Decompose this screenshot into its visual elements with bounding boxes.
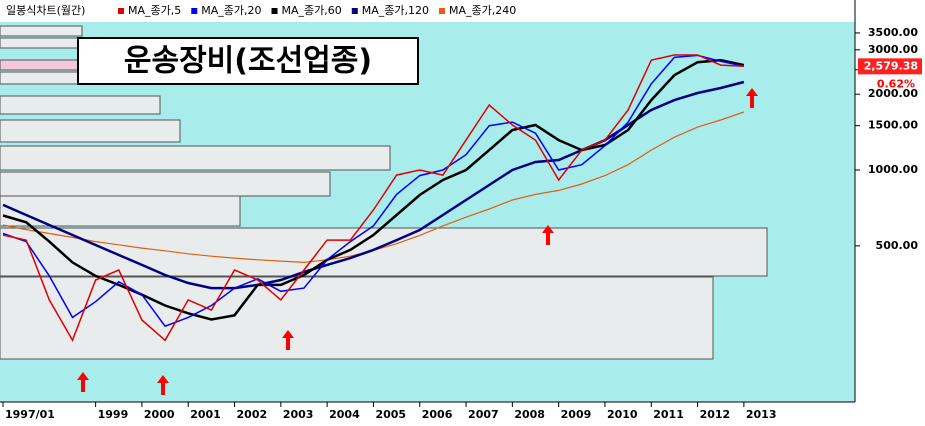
x-tick-label: 1997/01: [5, 408, 55, 421]
x-tick-label: 2009: [561, 408, 592, 421]
last-value-box: [858, 58, 922, 75]
profile-bar: [0, 25, 83, 37]
legend-title: 일봉식차트(월간): [6, 3, 85, 17]
title-box: [77, 37, 419, 85]
series-line: [2, 54, 744, 343]
legend: 일봉식차트(월간) MA_종가,5 MA_종가,20 MA_종가,60 MA_종가,12…: [6, 3, 516, 17]
profile-bar: [0, 171, 331, 197]
legend-bar: [0, 0, 855, 22]
x-tick-label: 2013: [746, 408, 777, 421]
legend-swatch: [271, 8, 278, 14]
legend-label: MA_종가,60: [282, 4, 342, 17]
x-tick-label: 2000: [144, 408, 175, 421]
x-tick-label: 2012: [700, 408, 731, 421]
legend-swatch: [439, 8, 446, 14]
profile-bar: [0, 95, 161, 115]
legend-label: MA_종가,240: [449, 4, 516, 17]
arrow: [77, 372, 89, 392]
x-tick-label: 2002: [237, 408, 268, 421]
legend-swatch: [351, 8, 358, 14]
legend-swatch: [191, 8, 198, 14]
x-tick-label: 2011: [653, 408, 684, 421]
profile-bar: [0, 119, 181, 143]
x-tick-label: 2003: [283, 408, 314, 421]
arrow: [282, 330, 294, 350]
lines: [2, 54, 745, 343]
profile-bar: [0, 227, 768, 277]
y-tick-label: 2000.00: [868, 87, 918, 100]
y-tick-label: 3500.00: [868, 26, 918, 39]
x-tick-label: 2001: [190, 408, 221, 421]
y-tick-label: 3000.00: [868, 43, 918, 56]
profile-bar: [0, 145, 391, 171]
arrow: [157, 375, 169, 395]
legend-label: MA_종가,120: [362, 4, 429, 17]
y-tick-label: 500.00: [876, 239, 919, 252]
change-label: 0.62%: [877, 77, 915, 90]
x-tick-label: 2007: [468, 408, 499, 421]
chart-subtitle: 운송장비(조선업종): [124, 44, 372, 79]
x-tick-label: 1999: [98, 408, 129, 421]
arrow: [542, 225, 554, 245]
legend-swatch: [118, 8, 124, 14]
volume-profile: [0, 25, 768, 360]
legend-label: MA_종가,5: [128, 4, 181, 17]
profile-bar: [0, 71, 83, 85]
x-tick-label: 2004: [329, 408, 360, 421]
arrow: [746, 88, 758, 108]
legend-label: MA_종가,20: [201, 4, 261, 17]
profile-bar: [0, 195, 241, 227]
y-tick-label: 1500.00: [868, 119, 918, 132]
x-tick-label: 2008: [514, 408, 545, 421]
x-tick-label: 2010: [607, 408, 638, 421]
profile-bar: [0, 37, 83, 49]
x-tick-label: 2006: [422, 408, 453, 421]
profile-bar: [0, 59, 83, 71]
y-tick-label: 1000.00: [868, 163, 918, 176]
x-tick-label: 2005: [375, 408, 406, 421]
last-value-label: 2,579.38: [864, 59, 918, 72]
profile-bar: [0, 276, 714, 360]
arrows: [77, 88, 758, 395]
